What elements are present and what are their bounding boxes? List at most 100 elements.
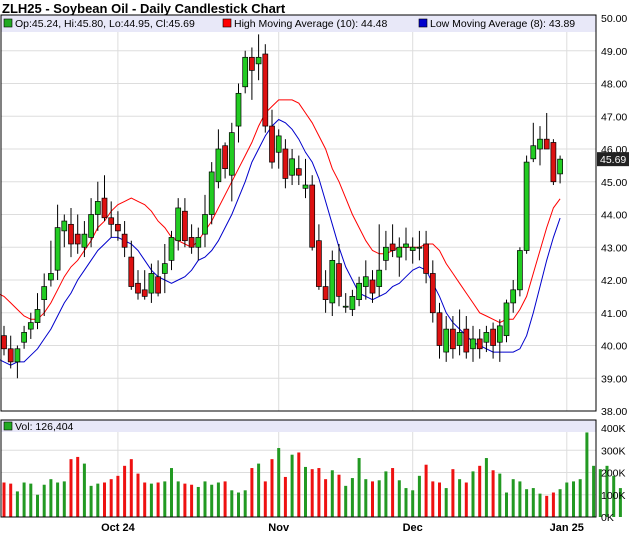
- candle-body: [121, 233, 128, 248]
- candle-body: [222, 145, 228, 170]
- volume-bar: [103, 482, 106, 517]
- candle-body: [128, 256, 135, 287]
- volume-bar: [317, 468, 321, 517]
- candle-body: [289, 158, 295, 176]
- volume-bar: [478, 465, 482, 517]
- volume-bar: [310, 469, 314, 517]
- candle-body: [450, 328, 456, 350]
- candle-body: [94, 201, 101, 215]
- volume-bar: [572, 481, 575, 517]
- candle-body: [175, 207, 182, 242]
- volume-bar: [149, 483, 153, 517]
- volume-bar: [183, 483, 187, 517]
- candle-body: [436, 312, 443, 346]
- price-tick-label: 50.00: [601, 13, 627, 25]
- candle-body: [517, 250, 523, 291]
- candle-body: [503, 302, 510, 337]
- volume-bar: [76, 456, 80, 517]
- high-ma-legend-swatch: [222, 18, 232, 28]
- volume-bar: [551, 492, 555, 517]
- candle-body: [101, 197, 108, 219]
- candle-body: [14, 348, 21, 363]
- volume-bar: [22, 482, 26, 517]
- volume-bar: [283, 476, 287, 517]
- high-ma-legend-label: High Moving Average (10): 44.48: [234, 18, 387, 30]
- volume-bar: [136, 473, 140, 517]
- date-tick-label: Oct 24: [101, 522, 136, 534]
- volume-bar: [250, 468, 254, 517]
- candle-body: [1, 335, 7, 350]
- volume-bar: [538, 493, 542, 517]
- candle-body: [155, 276, 161, 294]
- volume-bar: [444, 488, 448, 517]
- candle-body: [356, 282, 362, 300]
- candle-body: [141, 289, 148, 297]
- volume-bar: [545, 495, 549, 517]
- candle-body: [34, 309, 41, 323]
- candle-body: [443, 328, 450, 353]
- volume-bar: [129, 459, 133, 517]
- ohlc-legend-label: Op:45.24, Hi:45.80, Lo:44.95, Cl:45.69: [15, 18, 195, 30]
- volume-bar: [612, 475, 616, 517]
- candle-body: [7, 348, 14, 363]
- volume-bar: [270, 459, 274, 517]
- volume-bar: [618, 488, 622, 517]
- volume-bar: [324, 479, 328, 517]
- volume-bar: [163, 481, 167, 517]
- volume-bar: [404, 488, 408, 517]
- candle-body: [295, 168, 302, 176]
- candle-body: [383, 246, 389, 261]
- volume-bar: [431, 481, 435, 517]
- volume-legend-label: Vol: 126,404: [15, 421, 74, 433]
- volume-bar: [196, 486, 200, 517]
- volume-tick-label: 400K: [601, 423, 626, 435]
- volume-bar: [116, 475, 120, 517]
- volume-bar: [592, 465, 596, 517]
- candle-body: [182, 210, 188, 242]
- candle-body: [557, 158, 563, 175]
- candle-body: [342, 305, 349, 308]
- volume-bar: [176, 481, 180, 517]
- date-tick-label: Nov: [268, 522, 290, 534]
- candle-body: [41, 286, 48, 300]
- candle-body: [543, 138, 550, 150]
- candle-body: [537, 138, 543, 150]
- candle-body: [396, 246, 403, 258]
- candle-body: [255, 56, 262, 65]
- candle-body: [550, 142, 557, 183]
- price-tick-label: 40.00: [601, 341, 627, 353]
- volume-bar: [42, 484, 46, 517]
- volume-bar: [257, 463, 261, 517]
- volume-bar: [243, 490, 247, 517]
- volume-bar: [203, 481, 207, 517]
- last-price-marker: [597, 152, 629, 167]
- volume-bar: [417, 475, 421, 517]
- candle-body: [275, 135, 282, 153]
- volume-bar: [491, 470, 495, 517]
- candle-body: [302, 184, 309, 189]
- volume-bar: [377, 480, 381, 517]
- volume-bar: [56, 482, 60, 517]
- price-tick-label: 38.00: [601, 406, 627, 418]
- candle-body: [329, 260, 336, 304]
- volume-bar: [210, 484, 214, 517]
- candle-body: [108, 217, 115, 225]
- price-tick-label: 43.00: [601, 242, 627, 254]
- volume-bar: [471, 471, 475, 517]
- candle-body: [423, 243, 429, 274]
- volume-bar: [411, 490, 415, 517]
- candle-body: [416, 246, 423, 249]
- volume-bar: [223, 481, 227, 517]
- candle-body: [376, 269, 383, 287]
- candle-body: [322, 286, 329, 300]
- volume-bar: [337, 474, 341, 517]
- volume-legend-swatch: [3, 421, 13, 431]
- price-tick-label: 48.00: [601, 79, 627, 91]
- volume-bar: [458, 479, 462, 517]
- candle-body: [88, 214, 94, 238]
- candle-body: [74, 233, 81, 245]
- volume-bar: [505, 492, 508, 517]
- last-price-label: 45.69: [600, 154, 626, 166]
- candle-body: [68, 223, 74, 245]
- candle-body: [389, 243, 396, 251]
